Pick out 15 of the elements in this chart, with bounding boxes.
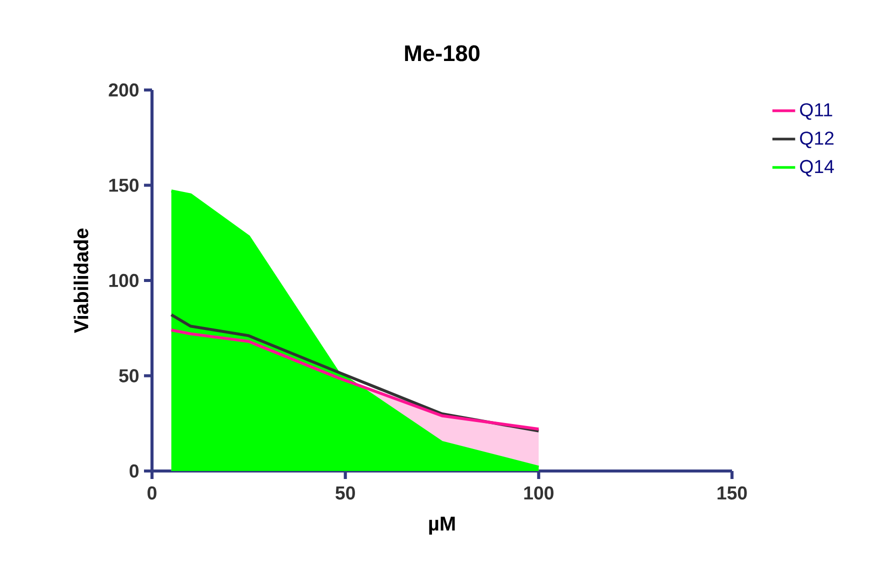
x-tick-label: 150 <box>718 486 747 500</box>
x-tick-label: 50 <box>336 486 355 500</box>
legend-label: Q12 <box>800 132 834 148</box>
y-tick-label: 150 <box>109 178 139 192</box>
y-tick-label: 100 <box>109 274 139 288</box>
legend-label: Q14 <box>800 160 834 177</box>
y-tick-label: 50 <box>119 369 139 382</box>
chart-title: Me-180 <box>405 45 480 62</box>
legend-label: Q11 <box>800 103 832 120</box>
x-axis-title: µM <box>429 516 455 535</box>
x-tick-label: 0 <box>148 486 156 500</box>
y-tick-label: 0 <box>130 464 139 478</box>
x-tick-label: 100 <box>524 486 554 500</box>
y-tick-label: 200 <box>108 83 139 97</box>
y-axis-title: Viabilidade <box>74 228 88 333</box>
